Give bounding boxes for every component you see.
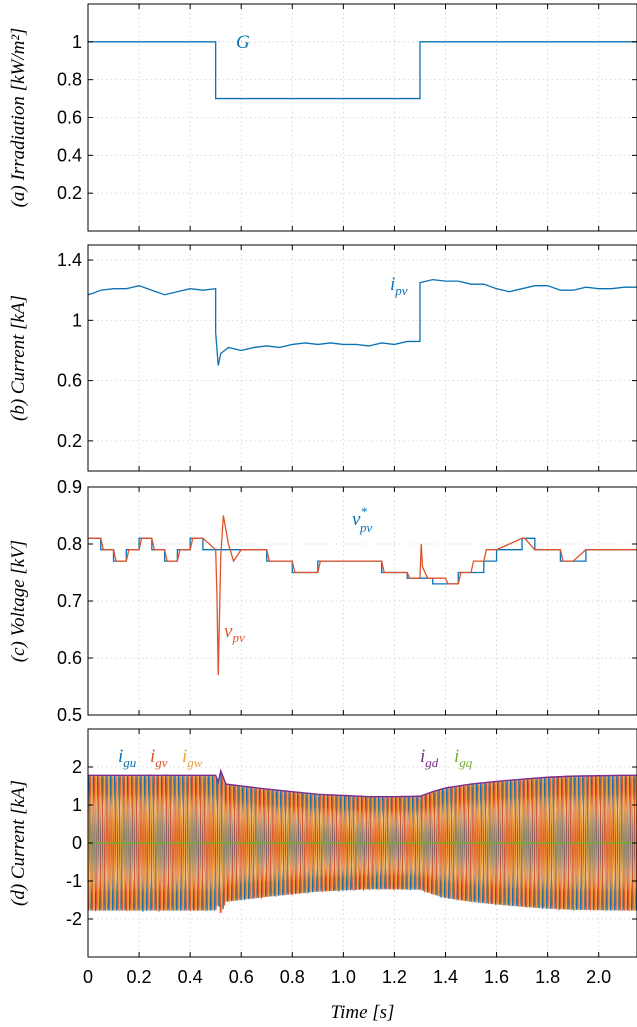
y-tick-label-d-4: 2 bbox=[72, 757, 82, 777]
y-tick-label-c-2: 0.7 bbox=[57, 591, 82, 611]
x-tick-label-8: 1.6 bbox=[484, 967, 509, 987]
y-tick-label-c-4: 0.9 bbox=[57, 477, 82, 497]
y-tick-label-b-1: 0.6 bbox=[57, 371, 82, 391]
y-tick-label-d-1: -1 bbox=[66, 871, 82, 891]
y-tick-label-d-2: 0 bbox=[72, 833, 82, 853]
series-line-v-pv bbox=[88, 516, 637, 676]
y-tick-label-c-1: 0.6 bbox=[57, 648, 82, 668]
series-annotation-b-0: ipv bbox=[390, 274, 408, 298]
series-annotation-d-0: igu bbox=[118, 746, 137, 770]
series-annotation-d-3: igd bbox=[420, 746, 439, 770]
y-axis-label-a: (a) Irradiation [kW/m²] bbox=[8, 28, 29, 208]
series-line-i-pv bbox=[88, 280, 637, 366]
x-tick-label-4: 0.8 bbox=[280, 967, 305, 987]
x-tick-label-10: 2.0 bbox=[586, 967, 611, 987]
y-axis-label-c: (c) Voltage [kV] bbox=[8, 540, 29, 662]
series-line-G bbox=[88, 42, 637, 99]
series-group-c bbox=[88, 516, 637, 676]
x-tick-label-3: 0.6 bbox=[229, 967, 254, 987]
y-tick-label-a-4: 1 bbox=[72, 32, 82, 52]
y-tick-label-a-1: 0.4 bbox=[57, 145, 82, 165]
series-annotation-d-2: igw bbox=[182, 746, 203, 770]
x-tick-label-7: 1.4 bbox=[433, 967, 458, 987]
x-tick-label-9: 1.8 bbox=[535, 967, 560, 987]
series-group-d bbox=[88, 771, 637, 913]
series-annotation-d-4: igq bbox=[454, 746, 473, 770]
series-annotation-c-1: vpv bbox=[224, 621, 245, 645]
x-axis-label: Time [s] bbox=[331, 1002, 395, 1023]
x-tick-label-1: 0.2 bbox=[127, 967, 152, 987]
y-tick-label-c-3: 0.8 bbox=[57, 534, 82, 554]
x-tick-label-0: 0 bbox=[83, 967, 93, 987]
series-annotation-c-0: v* pv bbox=[352, 504, 372, 535]
series-annotation-a-0: G bbox=[236, 32, 250, 53]
series-annotation-d-1: igv bbox=[150, 746, 168, 770]
y-tick-label-b-2: 1 bbox=[72, 310, 82, 330]
x-tick-label-5: 1.0 bbox=[331, 967, 356, 987]
y-tick-label-d-0: -2 bbox=[66, 909, 82, 929]
y-tick-label-b-3: 1.4 bbox=[57, 250, 82, 270]
y-axis-label-b: (b) Current [kA] bbox=[8, 295, 29, 421]
x-tick-label-2: 0.4 bbox=[178, 967, 203, 987]
y-axis-label-d: (d) Current [kA] bbox=[8, 780, 29, 906]
y-tick-label-a-0: 0.2 bbox=[57, 183, 82, 203]
series-group-a bbox=[88, 42, 637, 99]
y-tick-label-b-0: 0.2 bbox=[57, 431, 82, 451]
y-tick-label-d-3: 1 bbox=[72, 795, 82, 815]
y-tick-label-c-0: 0.5 bbox=[57, 705, 82, 725]
series-group-b bbox=[88, 280, 637, 366]
data-layer bbox=[88, 42, 637, 913]
y-tick-label-a-2: 0.6 bbox=[57, 108, 82, 128]
x-tick-label-6: 1.2 bbox=[382, 967, 407, 987]
axes-frame-b bbox=[88, 245, 637, 471]
y-tick-label-a-3: 0.8 bbox=[57, 70, 82, 90]
